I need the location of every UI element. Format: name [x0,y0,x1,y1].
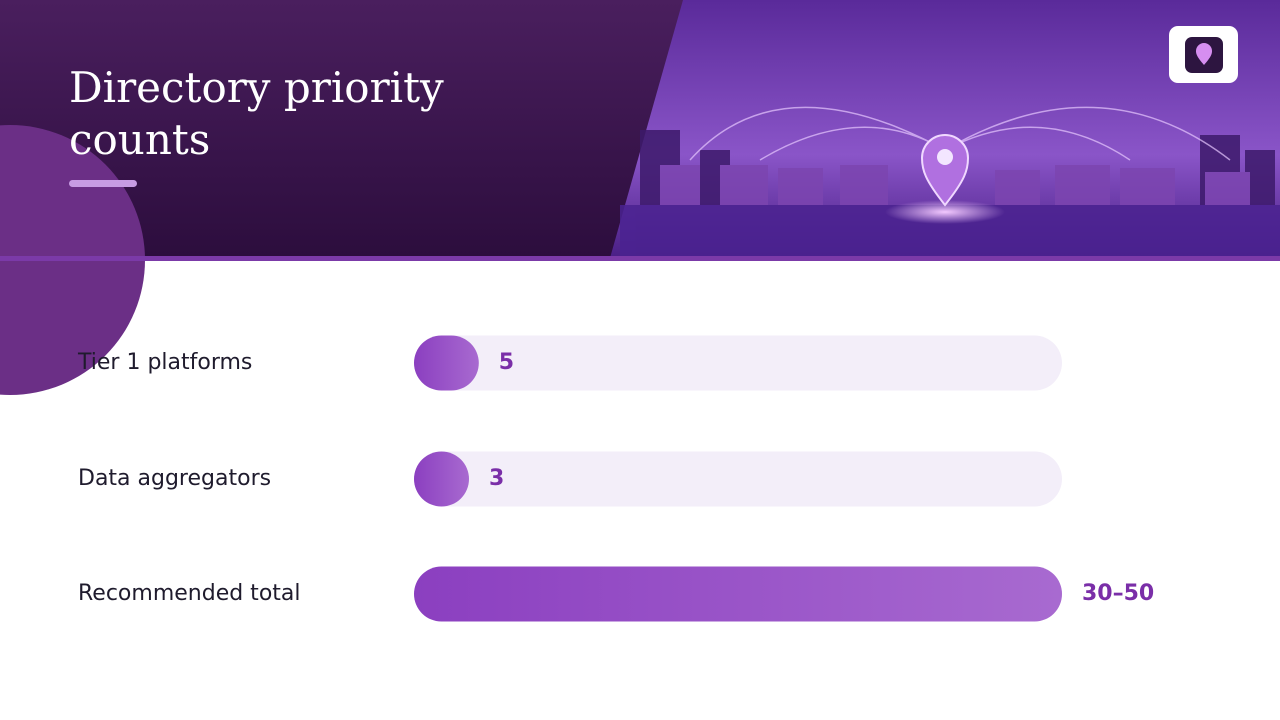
category-label: Data aggregators [78,466,271,491]
map-pin-dot [937,149,953,165]
network-arcs [689,106,1231,161]
bar [414,451,469,507]
chart-title: Directory priority counts [69,63,444,164]
map-pin [920,134,970,207]
value-label: 30–50 [1082,581,1154,606]
bar [414,566,1062,622]
bar-track [414,451,1062,507]
logo-pin [1196,43,1212,65]
header-illustration [610,0,1280,258]
city-illustration [620,130,1280,258]
bar-track [414,335,1062,391]
title-underline [69,180,137,187]
category-label: Recommended total [78,581,301,606]
value-label: 5 [499,350,514,375]
pin-glow [885,200,1005,224]
header-rule [0,256,1280,261]
category-label: Tier 1 platforms [77,350,252,375]
value-label: 3 [489,466,504,491]
bar [414,335,479,391]
